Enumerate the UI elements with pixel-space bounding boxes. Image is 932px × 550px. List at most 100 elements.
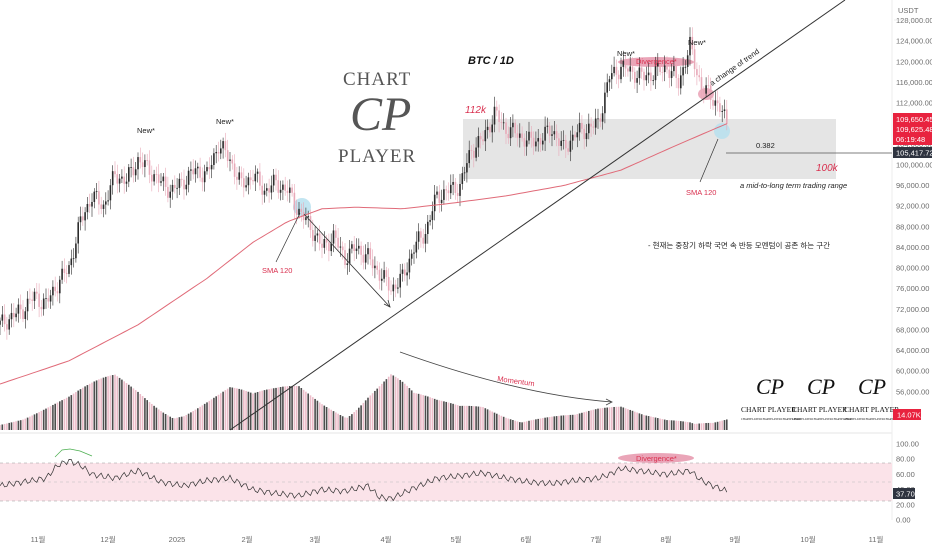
volume-bar — [153, 405, 155, 430]
candle-body — [169, 191, 171, 198]
candle-body — [134, 169, 137, 176]
volume-bar — [647, 416, 650, 430]
price-axis: 128,000.00 124,000.00 120,000.00 116,000.00… — [896, 16, 932, 396]
volume-bar — [443, 401, 445, 430]
volume-bar — [157, 409, 160, 430]
volume-bar — [486, 409, 489, 430]
candle-body — [597, 118, 599, 120]
candle-body — [452, 181, 454, 185]
candle-body — [157, 174, 160, 183]
volume-bar — [470, 405, 473, 430]
candle-body — [507, 133, 510, 139]
time-tick-label: 12월 — [100, 534, 115, 544]
volume-bar — [22, 419, 24, 430]
decline-arrow — [303, 213, 391, 308]
candle-body — [500, 122, 503, 123]
candle-body — [240, 172, 243, 179]
small-logo-1-text: CHART PLAYER — [741, 405, 796, 414]
volume-bar — [714, 422, 717, 430]
candle-body — [682, 67, 684, 76]
candle-body — [482, 139, 484, 142]
candle-body — [203, 171, 206, 183]
new-high-label-1: New* — [137, 126, 155, 135]
candle-body — [700, 77, 703, 91]
price-tick-label: 116,000.00 — [896, 78, 932, 87]
candle-body — [408, 258, 411, 273]
volume-bar — [266, 389, 268, 430]
volume-bar — [705, 423, 707, 430]
candle-body — [703, 90, 705, 94]
candle-body — [256, 171, 259, 174]
volume-bar — [123, 381, 125, 430]
volume-bar — [622, 407, 625, 430]
candle-body — [424, 234, 427, 244]
candle-body — [40, 306, 43, 310]
volume-bar — [620, 406, 622, 430]
volume-bar — [102, 377, 105, 430]
candle-body — [245, 185, 247, 188]
volume-bar — [289, 386, 291, 430]
volume-bar — [569, 414, 572, 430]
volume-bar — [109, 375, 112, 430]
volume-bar — [539, 418, 542, 430]
volume-bar — [659, 418, 661, 430]
volume-bar — [247, 391, 250, 430]
volume-bar — [698, 423, 700, 430]
volume-bar — [431, 398, 434, 430]
volume-bar — [617, 406, 620, 430]
small-logo-2-text: CHART PLAYER — [792, 405, 847, 414]
candle-body — [229, 159, 231, 161]
volume-bar — [668, 420, 671, 430]
candle-body — [539, 138, 542, 145]
volume-bar — [192, 411, 194, 430]
candle-body — [581, 122, 583, 129]
volume-bar — [321, 404, 323, 430]
candle-body — [684, 66, 687, 68]
candle-body — [606, 82, 608, 93]
small-logo-3-fine: CHARTPLAYERCHARTPLAYERCHARTPLAYER — [844, 418, 904, 421]
volume-bar — [484, 408, 487, 430]
trend-line — [229, 0, 846, 431]
volume-bar — [677, 420, 680, 430]
divergence-highlight-top — [618, 57, 694, 67]
candle-body — [24, 311, 27, 319]
volume-bar — [631, 410, 634, 430]
volume-bar — [601, 408, 604, 430]
candle-body — [574, 134, 576, 138]
candle-body — [726, 109, 728, 124]
candle-body — [473, 150, 475, 158]
volume-bar — [360, 405, 362, 430]
candle-body — [10, 312, 13, 320]
candle-body — [194, 168, 197, 175]
volume-bar — [72, 393, 75, 430]
candle-body — [376, 265, 378, 270]
volume-bar — [355, 409, 358, 430]
volume-bar — [222, 391, 224, 430]
volume-bar — [61, 400, 63, 430]
volume-bar — [332, 411, 335, 430]
volume-bar — [199, 406, 201, 430]
candle-body — [698, 75, 700, 78]
volume-bar — [316, 400, 319, 430]
small-logo-3-text: CHART PLAYER — [844, 405, 899, 414]
candle-body — [613, 66, 615, 74]
candle-body — [107, 200, 109, 202]
volume-bar — [638, 413, 641, 430]
candle-body — [298, 208, 300, 215]
volume-bar — [500, 415, 503, 430]
volume-bar — [611, 407, 613, 430]
candle-body — [91, 201, 93, 207]
volume-bar — [417, 393, 420, 430]
price-tick-label: 100,000.00 — [896, 160, 932, 169]
volume-bar — [663, 419, 666, 430]
volume-bar — [105, 376, 107, 430]
volume-bar — [31, 415, 33, 430]
volume-bar — [498, 414, 500, 430]
candle-body — [466, 163, 468, 173]
candle-body — [659, 62, 661, 72]
volume-bar — [358, 407, 360, 430]
candle-body — [445, 189, 447, 191]
candle-body — [523, 138, 526, 147]
candle-body — [118, 178, 121, 184]
candle-body — [585, 133, 588, 140]
